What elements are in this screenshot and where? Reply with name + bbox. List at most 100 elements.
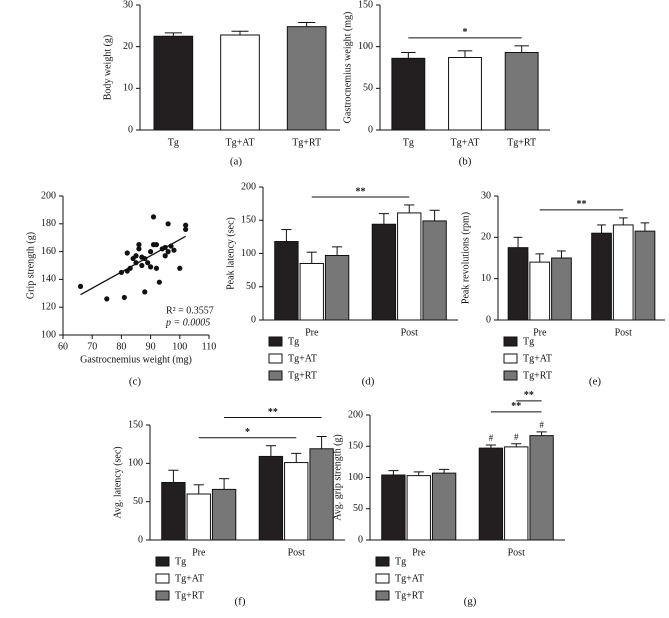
legend-label: Tg+RT [395,590,424,601]
legend-swatch [375,590,390,601]
bar [153,35,194,131]
y-tick-label: 0 [138,534,143,545]
y-tick-label: 100 [348,472,363,483]
y-tick-label: 100 [358,41,373,52]
scatter-point [133,253,139,259]
y-axis-label: Body weight (g) [102,35,113,101]
y-tick-label: 160 [41,246,56,257]
bar [391,57,426,131]
significance-label: ** [356,186,366,197]
bar [284,462,309,541]
x-tick-label: Pre [533,327,547,338]
legend-swatch [503,353,518,364]
bar [478,447,504,541]
x-tick-label: 90 [146,341,156,352]
y-tick-label: 50 [353,503,363,514]
bar [161,482,186,541]
legend-label: Tg+AT [523,353,552,364]
legend-label: Tg+AT [395,573,424,584]
y-tick-label: 0 [128,124,133,135]
scatter-point [124,250,130,256]
bar [551,257,572,321]
y-tick-label: 200 [41,190,56,201]
legend-swatch [268,370,283,381]
scatter-point [148,264,154,270]
y-tick-label: 150 [348,441,363,452]
x-tick-label: Post [288,547,305,558]
legend-swatch [375,573,390,584]
legend-swatch [268,336,283,347]
legend-label: Tg+AT [175,573,204,584]
x-tick-label: Post [508,547,525,558]
marker-label: # [539,420,544,430]
scatter-point [145,260,151,266]
significance-label: ** [524,390,534,401]
y-tick-label: 180 [41,218,56,229]
annotation: R² = 0.3557 [166,305,214,316]
significance-label: ** [268,407,278,418]
x-tick-label: Tg+AT [226,137,255,148]
significance-label: * [463,27,468,38]
bar [397,212,422,321]
legend-label: Tg+RT [523,370,552,381]
y-axis-label: Peak latency (sec) [225,217,236,290]
marker-label: # [489,433,494,443]
x-tick-label: Tg [403,137,414,148]
x-tick-label: Pre [192,547,206,558]
y-tick-label: 140 [41,274,56,285]
y-tick-label: 200 [241,181,256,192]
y-tick-label: 100 [128,458,143,469]
bar [299,262,324,321]
y-tick-label: 50 [363,83,373,94]
y-axis-label: Grip strength (g) [25,232,36,299]
y-tick-label: 50 [246,281,256,292]
bar [211,488,237,541]
fit-line [80,235,186,296]
panel-label: (c) [129,376,142,388]
scatter-point [171,247,177,253]
legend-label: Tg [523,336,534,347]
panel-label: (b) [459,156,472,168]
legend-swatch [155,590,170,601]
bar [448,57,482,131]
scatter-point [153,265,160,271]
scatter-point [177,265,183,271]
x-tick-label: Tg+AT [451,137,480,148]
x-tick-label: Post [615,327,632,338]
y-axis-label: Peak revolutions (rpm) [460,212,471,304]
y-tick-label: 0 [486,314,491,325]
legend-label: Tg [288,336,299,347]
bar [371,223,397,321]
y-tick-label: 150 [128,419,143,430]
bar [507,247,529,321]
legend-label: Tg+RT [288,370,317,381]
bar [286,26,327,131]
bar [186,493,211,541]
y-tick-label: 20 [123,41,133,52]
scatter-point [156,279,162,285]
scatter-point [104,296,110,302]
legend-label: Tg+AT [288,353,317,364]
x-tick-label: Tg+RT [292,137,321,148]
y-axis-label: Avg. grip strength (g) [332,434,343,520]
legend-swatch [375,556,390,567]
y-tick-label: 30 [481,190,491,201]
legend-label: Tg [395,556,406,567]
scatter-point [136,246,142,252]
legend-swatch [503,370,518,381]
x-tick-label: 110 [202,341,217,352]
bar [324,254,350,321]
bar [274,241,299,321]
y-tick-label: 20 [481,232,491,243]
legend-swatch [155,556,170,567]
legend-swatch [155,573,170,584]
significance-label: ** [511,401,521,412]
scatter-point [150,214,157,220]
y-tick-label: 100 [241,248,256,259]
x-tick-label: Tg [168,137,179,148]
y-tick-label: 200 [348,409,363,420]
bar [504,446,529,541]
y-tick-label: 150 [358,0,373,10]
panel-label: (f) [235,596,246,608]
y-axis-label: Avg. latency (sec) [112,446,123,518]
